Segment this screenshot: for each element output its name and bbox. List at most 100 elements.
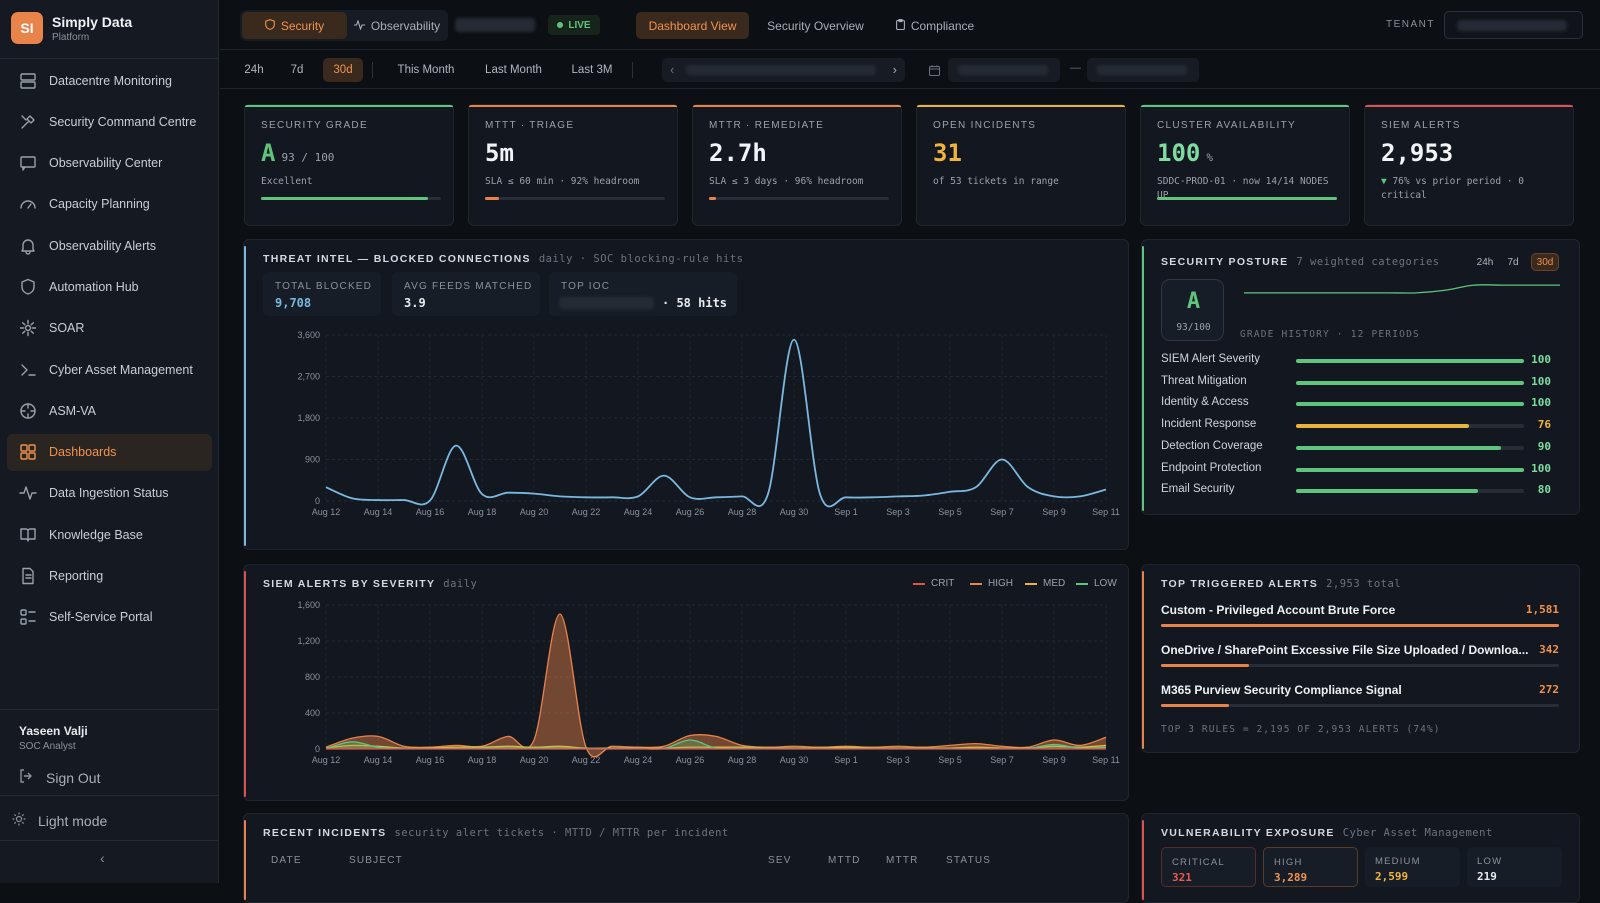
sidebar-item-cyber-asset-management[interactable]: Cyber Asset Management xyxy=(7,351,212,388)
range-last-3m[interactable]: Last 3M xyxy=(562,58,622,82)
panel-accent xyxy=(1142,246,1144,511)
sidebar-item-knowledge-base[interactable]: Knowledge Base xyxy=(7,516,212,553)
sidebar-item-dashboards[interactable]: Dashboards xyxy=(7,434,212,471)
vuln-value: 321 xyxy=(1172,871,1192,884)
range-7d[interactable]: 7d xyxy=(282,58,312,82)
alert-row[interactable]: OneDrive / SharePoint Excessive File Siz… xyxy=(1161,643,1559,657)
collapse-sidebar-icon[interactable]: ‹ xyxy=(100,850,105,866)
range-last-month[interactable]: Last Month xyxy=(475,58,552,82)
sidebar-item-label: Datacentre Monitoring xyxy=(49,74,172,88)
col-status[interactable]: STATUS xyxy=(946,855,991,866)
sidebar-item-reporting[interactable]: Reporting xyxy=(7,558,212,595)
sidebar-item-observability-center[interactable]: Observability Center xyxy=(7,145,212,182)
range-this-month[interactable]: This Month xyxy=(388,58,464,82)
blocked-connections-line xyxy=(326,340,1106,507)
sidebar-item-label: Cyber Asset Management xyxy=(49,363,193,377)
sidebar-item-self-service-portal[interactable]: Self-Service Portal xyxy=(7,599,212,636)
top-alerts-title-text: TOP TRIGGERED ALERTS xyxy=(1161,578,1318,590)
alert-count: 1,581 xyxy=(1526,603,1559,616)
threat-intel-title-text: THREAT INTEL — BLOCKED CONNECTIONS xyxy=(263,253,531,265)
tenant-select[interactable] xyxy=(1444,11,1583,39)
kpi-label: SECURITY GRADE xyxy=(261,120,368,131)
posture-range-7d[interactable]: 7d xyxy=(1503,253,1523,271)
kpi-subtext: Excellent xyxy=(261,175,446,189)
sidebar-item-capacity-planning[interactable]: Capacity Planning xyxy=(7,186,212,223)
posture-range-24h[interactable]: 24h xyxy=(1473,253,1497,271)
top-ioc-stat: TOP IOC · 58 hits xyxy=(549,272,737,316)
panel-accent xyxy=(1142,571,1144,749)
col-mttr[interactable]: MTTR xyxy=(886,855,919,866)
shield-icon xyxy=(19,278,37,296)
kpi-value-main: A xyxy=(261,139,275,167)
posture-row-bar xyxy=(1296,446,1524,450)
sidebar-item-automation-hub[interactable]: Automation Hub xyxy=(7,268,212,305)
total-blocked-value: 9,708 xyxy=(275,296,311,310)
col-mttd[interactable]: MTTD xyxy=(828,855,861,866)
posture-range-30d[interactable]: 30d xyxy=(1531,253,1559,271)
divider xyxy=(632,62,633,78)
kpi-subtext: SLA ≤ 60 min · 92% headroom xyxy=(485,175,670,189)
chevron-left-icon[interactable]: ‹ xyxy=(670,62,674,77)
terminal-icon xyxy=(19,361,37,379)
x-tick-label: Aug 14 xyxy=(364,755,393,765)
sign-out-button[interactable]: Sign Out xyxy=(18,768,100,787)
range-24h[interactable]: 24h xyxy=(237,58,271,82)
col-sev[interactable]: SEV xyxy=(768,855,792,866)
sidebar-item-soar[interactable]: SOAR xyxy=(7,310,212,347)
col-subject[interactable]: SUBJECT xyxy=(349,855,403,866)
tab-observability[interactable]: Observability xyxy=(348,12,446,39)
kpi-value-suffix: % xyxy=(1206,151,1213,164)
posture-row-name: Email Security xyxy=(1161,483,1235,495)
vuln-label: LOW xyxy=(1477,856,1502,867)
y-tick-label: 1,600 xyxy=(297,600,320,610)
posture-row-bar xyxy=(1296,359,1524,363)
panel-accent xyxy=(244,246,246,546)
posture-row-score: 100 xyxy=(1531,396,1551,409)
start-date-input[interactable] xyxy=(948,58,1060,82)
posture-row-name: Identity & Access xyxy=(1161,396,1249,408)
sidebar-item-datacentre-monitoring[interactable]: Datacentre Monitoring xyxy=(7,62,212,99)
range-30d[interactable]: 30d xyxy=(323,58,363,82)
sidebar-item-data-ingestion-status[interactable]: Data Ingestion Status xyxy=(7,475,212,512)
end-date-input[interactable] xyxy=(1087,58,1199,82)
sidebar-item-label: Observability Center xyxy=(49,156,162,170)
light-mode-toggle[interactable]: Light mode xyxy=(12,812,107,829)
posture-row-name: Endpoint Protection xyxy=(1161,462,1261,474)
tab-compliance[interactable]: Compliance xyxy=(886,12,984,39)
tab-security[interactable]: Security xyxy=(242,12,347,39)
col-date[interactable]: DATE xyxy=(271,855,302,866)
kpi-progress-fill xyxy=(709,197,716,200)
pulse-icon xyxy=(354,19,365,33)
sidebar-item-label: SOAR xyxy=(49,321,84,335)
chevron-right-icon[interactable]: › xyxy=(893,62,897,77)
sidebar-item-observability-alerts[interactable]: Observability Alerts xyxy=(7,227,212,264)
x-tick-label: Aug 14 xyxy=(364,507,393,517)
legend-high-label: HIGH xyxy=(988,578,1013,589)
kpi-progress-fill xyxy=(1157,197,1337,200)
tab-security-overview[interactable]: Security Overview xyxy=(753,12,878,39)
brand[interactable]: SI Simply Data Platform xyxy=(11,12,132,44)
x-tick-label: Aug 22 xyxy=(572,507,601,517)
x-tick-label: Aug 20 xyxy=(520,755,549,765)
sidebar-item-security-command-centre[interactable]: Security Command Centre xyxy=(7,103,212,140)
series-area-high xyxy=(326,614,1106,757)
brand-name: Simply Data xyxy=(52,14,132,30)
tab-dashboard-view[interactable]: Dashboard View xyxy=(636,12,749,39)
light-mode-label: Light mode xyxy=(38,813,107,829)
sidebar-item-asm-va[interactable]: ASM-VA xyxy=(7,392,212,429)
x-tick-label: Sep 11 xyxy=(1092,507,1120,517)
